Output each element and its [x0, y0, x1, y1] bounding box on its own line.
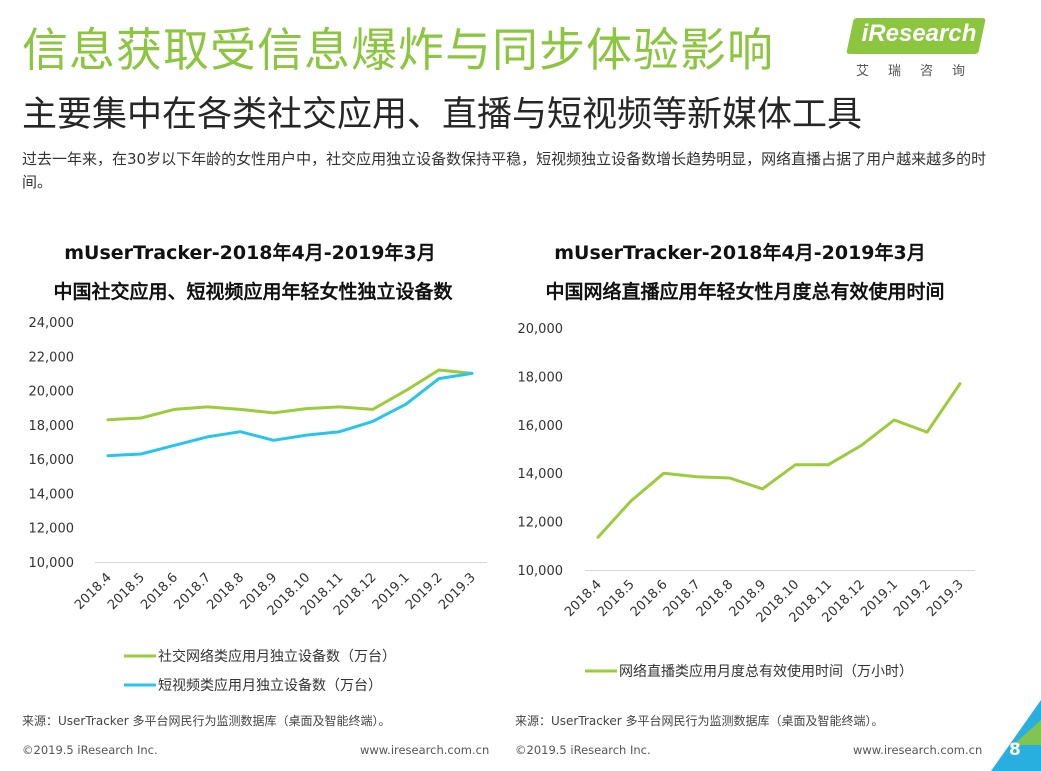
- copyright-right: ©2019.5 iResearch Inc.: [515, 743, 651, 757]
- chart1-y-tick-label: 20,000: [29, 385, 75, 400]
- chart1-y-tick-label: 22,000: [29, 350, 75, 365]
- chart2-subtitle: 中国网络直播应用年轻女性月度总有效使用时间: [545, 281, 945, 303]
- logo-cn-text: 艾瑞咨询: [856, 64, 985, 79]
- chart1-legend-label-2: 短视频类应用月独立设备数（万台）: [158, 677, 382, 694]
- chart1-legend-label-1: 社交网络类应用月独立设备数（万台）: [158, 648, 396, 665]
- logo-brand-text: iResearch: [861, 20, 977, 47]
- chart2-y-tick-label: 20,000: [518, 322, 564, 337]
- chart2-y-tick-label: 14,000: [518, 467, 564, 482]
- corner-decoration: [991, 700, 1041, 771]
- page-subtitle: 主要集中在各类社交应用、直播与短视频等新媒体工具: [22, 95, 863, 135]
- chart2-title: mUserTracker-2018年4月-2019年3月: [554, 242, 926, 264]
- summary-text: 过去一年来，在30岁以下年龄的女性用户中，社交应用独立设备数保持平稳，短视频独立…: [22, 150, 987, 191]
- page-title: 信息获取受信息爆炸与同步体验影响: [22, 23, 774, 77]
- chart2-y-tick-label: 10,000: [518, 564, 564, 579]
- iresearch-logo: iResearch 艾瑞咨询: [846, 14, 990, 79]
- chart1-y-tick-label: 16,000: [29, 453, 75, 468]
- chart1-y-tick-label: 24,000: [29, 316, 75, 331]
- website-link-right[interactable]: www.iresearch.com.cn: [853, 743, 983, 757]
- chart2-y-tick-label: 16,000: [518, 419, 564, 434]
- source-note-right: 来源：UserTracker 多平台网民行为监测数据库（桌面及智能终端）。: [515, 714, 884, 728]
- website-link-left[interactable]: www.iresearch.com.cn: [360, 743, 490, 757]
- chart1-series-1-line: [106, 368, 474, 422]
- chart1-subtitle: 中国社交应用、短视频应用年轻女性独立设备数: [53, 281, 453, 303]
- chart1-y-tick-label: 18,000: [29, 419, 75, 434]
- chart1-title: mUserTracker-2018年4月-2019年3月: [64, 242, 436, 264]
- chart1-x-tick-label: 2019.3: [436, 570, 479, 613]
- chart1-y-tick-label: 10,000: [29, 556, 75, 571]
- chart1-series-2-line: [106, 371, 474, 458]
- chart2-y-tick-label: 12,000: [518, 516, 564, 531]
- chart1-y-tick-label: 12,000: [29, 522, 75, 537]
- copyright-left: ©2019.5 iResearch Inc.: [22, 743, 158, 757]
- chart2-series-1-line: [596, 382, 962, 539]
- chart2-x-tick-label: 2019.3: [924, 577, 967, 620]
- chart2-y-tick-label: 18,000: [518, 370, 564, 385]
- page-number: 8: [1009, 740, 1021, 760]
- chart2-legend-label-1: 网络直播类应用月度总有效使用时间（万小时）: [619, 663, 913, 680]
- chart1-y-tick-label: 14,000: [29, 487, 75, 502]
- source-note-left: 来源：UserTracker 多平台网民行为监测数据库（桌面及智能终端）。: [22, 714, 391, 728]
